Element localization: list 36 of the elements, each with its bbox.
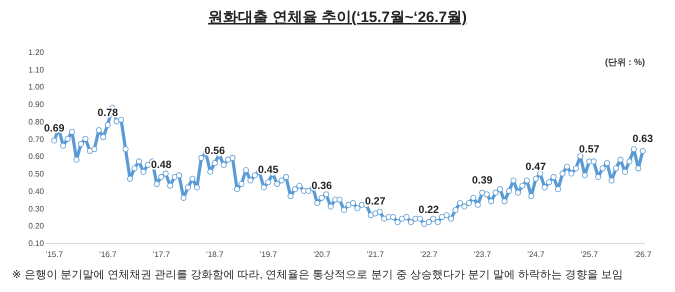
x-tick-label: ’16.7 xyxy=(99,250,117,259)
x-tick-label: ’17.7 xyxy=(152,250,170,259)
y-tick-label: 0.70 xyxy=(28,134,45,144)
x-tick-label: ’26.7 xyxy=(634,250,652,259)
y-tick-label: 0.30 xyxy=(28,204,45,214)
y-tick-label: 0.90 xyxy=(28,100,45,110)
data-label: 0.36 xyxy=(312,180,332,192)
data-label: 0.57 xyxy=(579,143,600,156)
x-tick-label: ’21.7 xyxy=(366,250,384,259)
y-tick-label: 0.20 xyxy=(28,222,45,231)
data-label: 0.39 xyxy=(472,174,493,187)
y-tick-label: 1.00 xyxy=(28,82,45,92)
x-tick-label: ’25.7 xyxy=(580,250,598,259)
y-tick-label: 0.60 xyxy=(28,152,45,162)
x-tick-label: ’22.7 xyxy=(420,250,438,259)
x-tick-label: ’15.7 xyxy=(46,250,64,259)
x-tick-label: ’24.7 xyxy=(527,250,545,259)
chart-title: 원화대출 연체율 추이(‘15.7월~‘26.7월) xyxy=(208,9,467,26)
y-tick-label: 0.80 xyxy=(28,117,45,126)
text: ※ 은행이 분기말에 연체채권 관리를 강화함에 따라, 연체율은 통상적으로 분기 중 상승했다가 분기 말에 하락하는 경향을 보임 xyxy=(12,269,624,281)
y-tick-label: 1.20 xyxy=(28,48,45,57)
data-label: 0.27 xyxy=(365,195,386,208)
x-tick-label: ’18.7 xyxy=(206,250,224,259)
x-tick-label: ’19.7 xyxy=(260,250,278,259)
data-label: 0.45 xyxy=(258,164,279,176)
y-tick-label: 0.40 xyxy=(28,186,45,196)
annotation: (단위 : %) xyxy=(605,57,645,67)
y-tick-label: 0.10 xyxy=(28,239,45,248)
data-label: 0.47 xyxy=(526,160,546,173)
x-tick-label: ’20.7 xyxy=(313,250,331,259)
y-tick-label: 1.10 xyxy=(28,65,45,74)
data-label: 0.56 xyxy=(204,145,226,158)
y-tick-label: 0.50 xyxy=(28,170,45,179)
data-label: 0.22 xyxy=(418,204,440,216)
x-tick-label: ’23.7 xyxy=(474,250,492,259)
data-label: 0.63 xyxy=(632,132,654,145)
